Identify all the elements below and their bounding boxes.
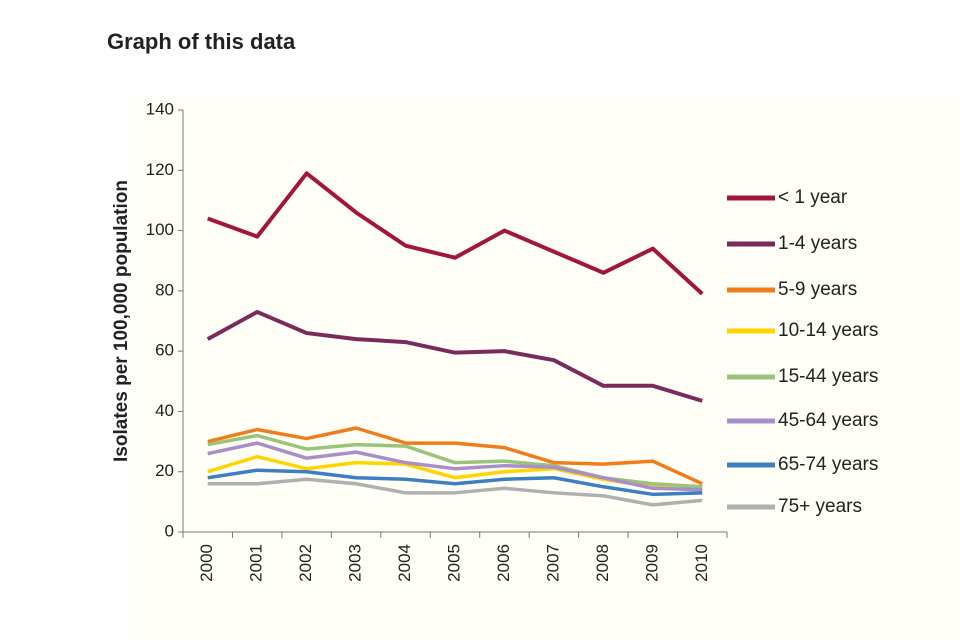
y-tick-label: 20 xyxy=(155,461,174,480)
series-line xyxy=(206,309,703,403)
y-tick-label: 60 xyxy=(155,341,174,360)
y-tick-label: 100 xyxy=(146,220,174,239)
legend-label: 65-74 years xyxy=(778,454,878,475)
y-tick-label: 80 xyxy=(155,280,174,299)
chart-background xyxy=(130,95,960,640)
series-line xyxy=(207,477,703,507)
legend-label: 5-9 years xyxy=(778,279,857,300)
legend-label: 1-4 years xyxy=(778,233,857,254)
series-line xyxy=(207,468,703,497)
x-tick-label: 2008 xyxy=(593,544,612,582)
y-tick-label: 120 xyxy=(146,160,174,179)
x-tick-label: 2001 xyxy=(247,544,266,582)
x-tick-label: 2000 xyxy=(197,544,216,582)
x-tick-label: 2010 xyxy=(692,544,711,582)
series-line xyxy=(207,171,704,296)
x-tick-label: 2002 xyxy=(296,544,315,582)
series-line xyxy=(207,441,703,492)
legend-label: < 1 year xyxy=(778,187,848,208)
x-tick-label: 2005 xyxy=(444,544,463,582)
legend-label: 10-14 years xyxy=(778,320,878,341)
legend-label: 75+ years xyxy=(778,496,862,517)
x-tick-label: 2007 xyxy=(543,544,562,582)
legend-label: 45-64 years xyxy=(778,410,878,431)
y-tick-label: 0 xyxy=(165,521,174,540)
x-tick-label: 2003 xyxy=(346,544,365,582)
heading: Graph of this data xyxy=(107,29,296,54)
y-tick-label: 40 xyxy=(155,401,174,420)
x-tick-label: 2009 xyxy=(642,544,661,582)
y-axis-label: Isolates per 100,000 population xyxy=(111,180,132,462)
x-tick-label: 2004 xyxy=(395,544,414,582)
legend-label: 15-44 years xyxy=(778,366,878,387)
series-line xyxy=(207,426,704,486)
x-tick-label: 2006 xyxy=(494,544,513,582)
y-tick-label: 140 xyxy=(146,99,174,118)
